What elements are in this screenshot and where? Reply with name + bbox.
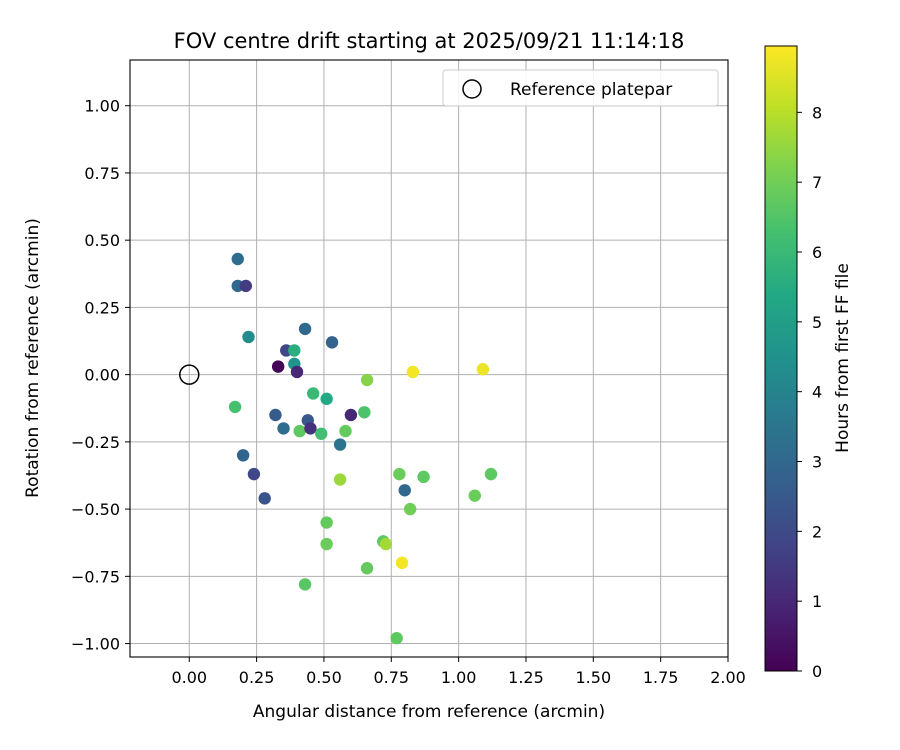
- data-point: [484, 467, 498, 481]
- colorbar: 0 1 2 3 4 5 6 7 8 Hours from first FF file: [764, 45, 853, 681]
- data-point: [344, 408, 358, 422]
- data-point: [247, 467, 261, 481]
- data-point: [239, 279, 253, 293]
- data-point: [325, 336, 339, 349]
- data-points: [179, 252, 498, 645]
- data-point: [339, 424, 352, 438]
- data-point: [228, 400, 242, 414]
- y-tick-label: 0.25: [84, 298, 120, 317]
- data-point: [360, 562, 374, 575]
- colorbar-tick-label: 1: [812, 592, 822, 611]
- data-point: [468, 489, 481, 502]
- reference-platepar-marker: [179, 364, 200, 385]
- x-tick-label: 1.75: [643, 668, 679, 687]
- x-tick-label: 2.00: [710, 668, 746, 687]
- data-point: [417, 470, 430, 484]
- x-axis-ticks: 0.00 0.25 0.50 0.75 1.00 1.25 1.50 1.75 2.00: [171, 657, 746, 687]
- y-axis-label: Rotation from reference (arcmin): [23, 218, 43, 498]
- x-tick-label: 0.50: [306, 668, 342, 687]
- y-tick-label: −0.25: [71, 433, 120, 452]
- data-point: [236, 449, 250, 462]
- grid: [130, 60, 729, 657]
- y-tick-label: 0.75: [84, 164, 120, 183]
- data-point: [315, 427, 328, 440]
- data-point: [393, 467, 406, 481]
- data-point: [320, 516, 333, 529]
- data-point: [298, 578, 312, 591]
- colorbar-label: Hours from first FF file: [833, 263, 853, 453]
- data-point: [379, 537, 393, 551]
- data-point: [320, 392, 333, 406]
- data-point: [395, 556, 409, 570]
- legend: Reference platepar: [442, 69, 719, 107]
- colorbar-ticks: 0 1 2 3 4 5 6 7 8: [797, 103, 822, 681]
- y-tick-label: −0.75: [71, 567, 120, 586]
- colorbar-tick-label: 0: [812, 662, 822, 681]
- colorbar-tick-label: 4: [812, 383, 822, 402]
- colorbar-tick-label: 6: [812, 243, 822, 262]
- y-axis-ticks: −1.00 −0.75 −0.50 −0.25 0.00 0.25 0.50 0.75 1.00: [71, 97, 130, 654]
- colorbar-tick-label: 5: [812, 313, 822, 332]
- data-point: [271, 360, 285, 373]
- legend-open-circle-marker: [462, 79, 482, 99]
- colorbar-gradient: [764, 45, 798, 672]
- data-point: [304, 422, 317, 435]
- data-point: [242, 330, 255, 344]
- y-tick-label: 1.00: [84, 97, 120, 116]
- x-tick-label: 0.75: [373, 668, 409, 687]
- y-tick-label: 0.00: [84, 366, 120, 385]
- legend-label: Reference platepar: [510, 80, 672, 100]
- y-tick-label: 0.50: [84, 231, 120, 250]
- data-point: [269, 408, 282, 422]
- data-point: [333, 473, 347, 486]
- data-point: [390, 631, 403, 645]
- data-point: [298, 322, 312, 336]
- data-point: [306, 387, 320, 400]
- data-point: [231, 252, 244, 266]
- data-point: [290, 365, 304, 379]
- data-point: [293, 424, 306, 438]
- x-tick-label: 0.00: [171, 668, 207, 687]
- x-tick-label: 1.00: [441, 668, 477, 687]
- y-tick-label: −0.50: [71, 500, 120, 519]
- x-axis-label: Angular distance from reference (arcmin): [253, 702, 605, 722]
- legend-box: [442, 69, 719, 107]
- colorbar-tick-label: 7: [812, 173, 822, 192]
- data-point: [403, 502, 417, 516]
- data-point: [358, 406, 371, 419]
- x-tick-label: 1.25: [508, 668, 544, 687]
- colorbar-tick-label: 8: [812, 103, 822, 122]
- y-tick-label: −1.00: [71, 635, 120, 654]
- chart-title: FOV centre drift starting at 2025/09/21 …: [174, 29, 685, 53]
- data-point: [398, 484, 411, 497]
- data-point: [406, 365, 420, 379]
- colorbar-tick-label: 3: [812, 453, 822, 472]
- x-tick-label: 0.25: [239, 668, 275, 687]
- data-point: [333, 438, 347, 451]
- data-point: [258, 492, 271, 505]
- colorbar-tick-label: 2: [812, 522, 822, 541]
- data-point: [360, 373, 374, 387]
- data-point: [288, 344, 301, 357]
- data-point: [320, 537, 333, 551]
- data-point: [277, 422, 290, 435]
- x-tick-label: 1.50: [576, 668, 612, 687]
- plot-frame: [129, 59, 729, 658]
- data-point: [476, 363, 490, 376]
